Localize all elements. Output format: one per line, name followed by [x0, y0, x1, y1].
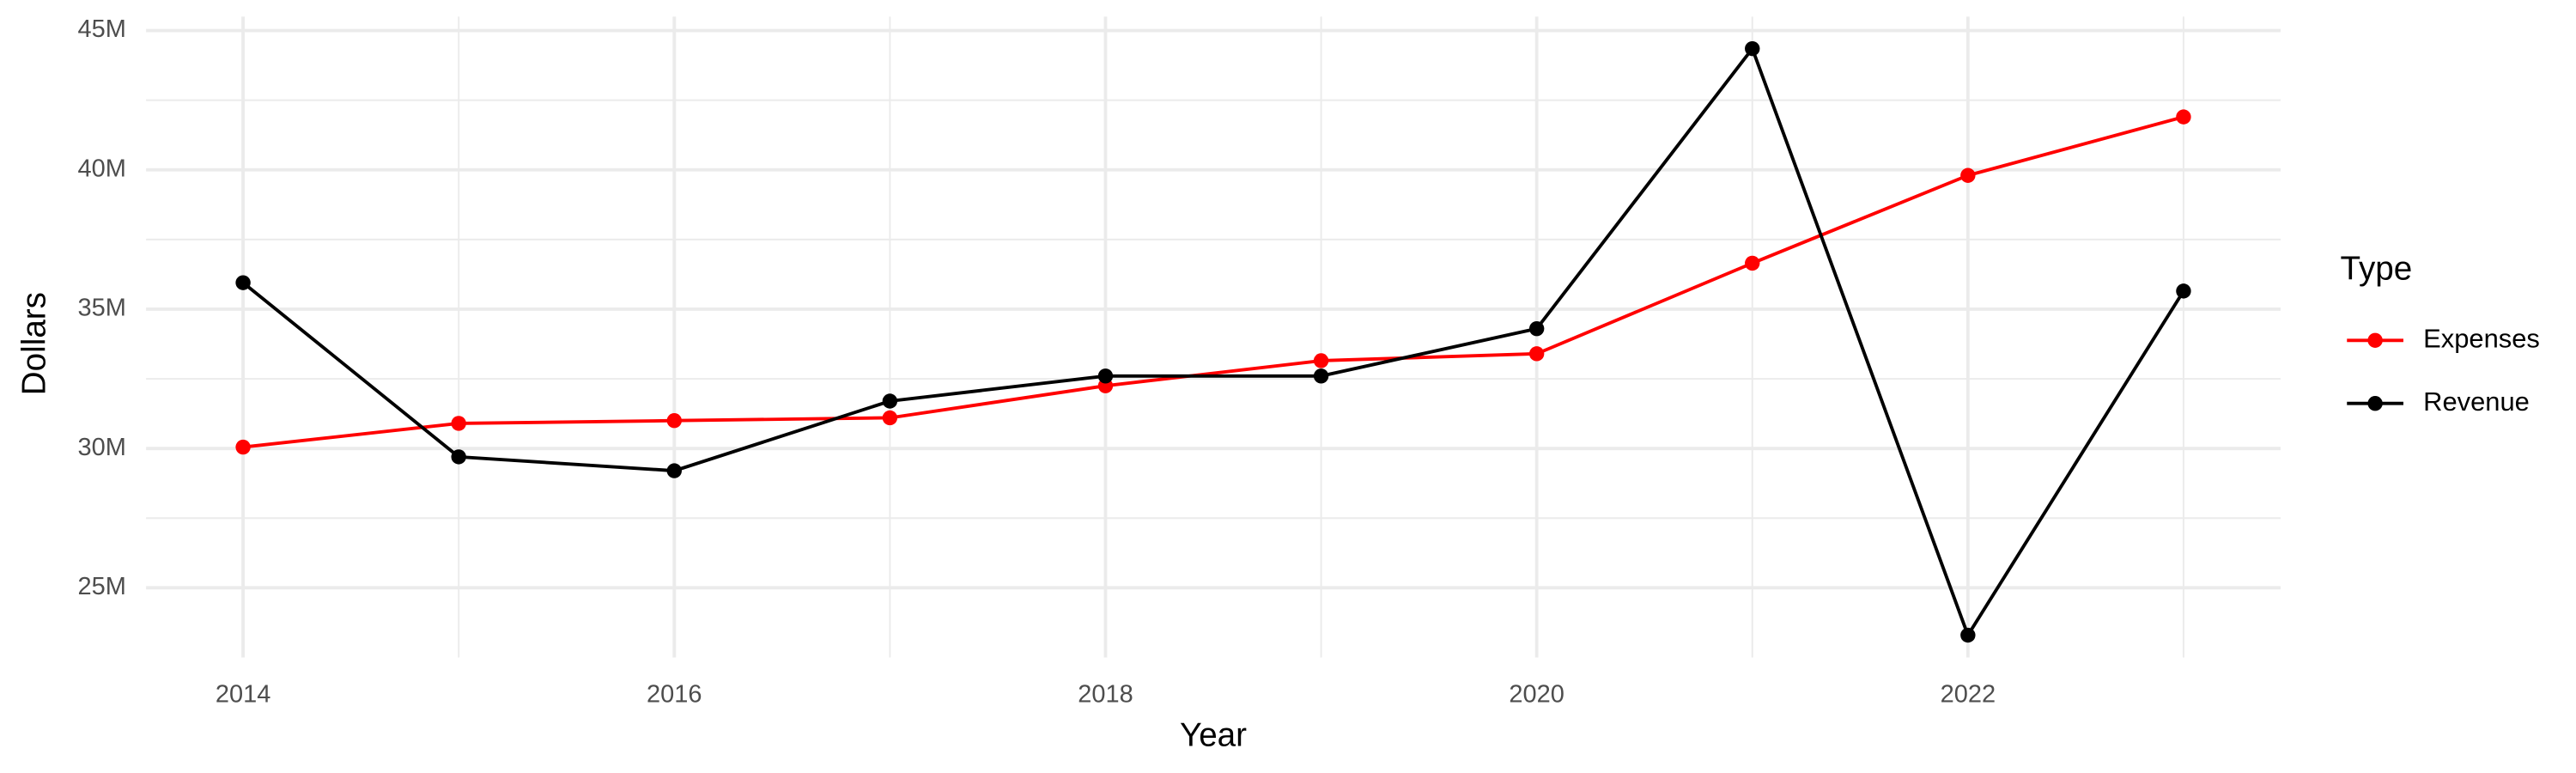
- data-point: [451, 449, 466, 465]
- y-tick-label: 35M: [78, 295, 126, 322]
- data-point: [451, 416, 466, 431]
- x-tick-label: 2022: [1941, 681, 1996, 709]
- y-tick-label: 45M: [78, 15, 126, 43]
- x-axis-title: Year: [1180, 716, 1247, 753]
- data-point: [1960, 627, 1976, 643]
- legend-swatch-point: [2367, 396, 2383, 411]
- data-point: [1528, 320, 1545, 337]
- data-point: [1313, 353, 1329, 368]
- data-point: [2176, 109, 2191, 125]
- y-tick-label: 40M: [78, 155, 126, 182]
- data-point: [235, 275, 251, 290]
- data-point: [1097, 368, 1114, 384]
- y-tick-label: 30M: [78, 434, 126, 461]
- x-tick-label: 2016: [647, 681, 702, 709]
- data-point: [2176, 283, 2191, 299]
- x-tick-label: 2014: [216, 681, 270, 709]
- plot-marks: [235, 40, 2191, 643]
- data-point: [1313, 368, 1329, 384]
- legend-label: Revenue: [2423, 386, 2530, 417]
- data-point: [1745, 40, 1760, 57]
- x-tick-label: 2018: [1078, 681, 1133, 709]
- grid: [146, 16, 2281, 658]
- data-point: [235, 439, 251, 455]
- series-line: [241, 45, 2185, 639]
- legend-label: Expenses: [2423, 323, 2540, 353]
- data-point: [882, 410, 898, 426]
- x-tick-label: 2020: [1509, 681, 1564, 709]
- data-point: [1745, 255, 1760, 271]
- data-point: [1528, 346, 1545, 362]
- data-point: [666, 413, 682, 429]
- data-point: [1960, 167, 1976, 183]
- legend-swatch-point: [2367, 332, 2383, 348]
- data-point: [666, 463, 682, 478]
- series-line: [242, 115, 2184, 449]
- data-point: [882, 393, 898, 409]
- y-tick-label: 25M: [78, 573, 126, 600]
- y-axis-title: Dollars: [16, 292, 53, 395]
- legend-title: Type: [2341, 250, 2413, 287]
